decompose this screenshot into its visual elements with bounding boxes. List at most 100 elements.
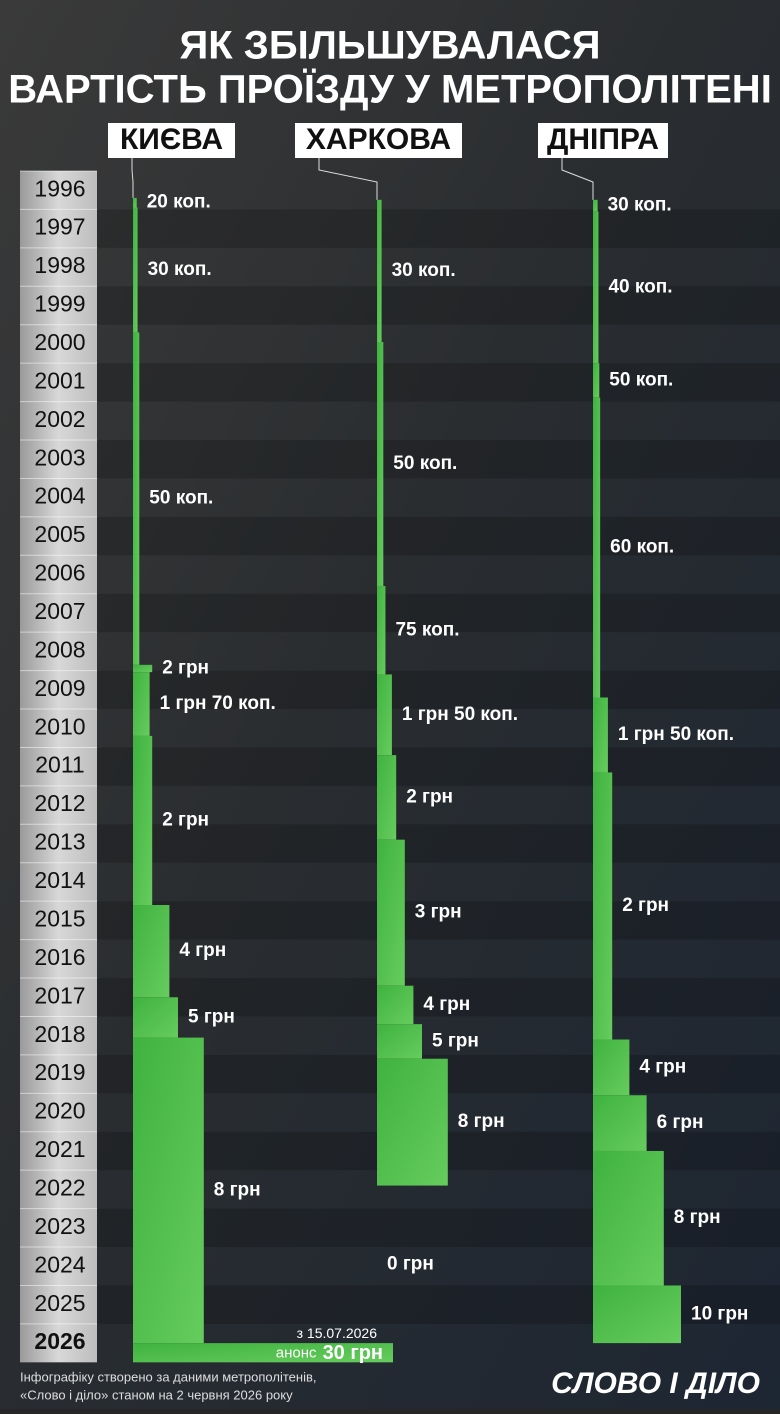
fare-label: 40 коп.: [608, 276, 672, 297]
row-stripe: [97, 363, 780, 402]
fare-label: 20 коп.: [147, 192, 211, 213]
year-column: [20, 171, 97, 1363]
fare-bar: [593, 1150, 664, 1286]
fare-bar: [593, 199, 598, 212]
year-label: 2011: [35, 752, 84, 778]
row-stripe: [97, 593, 780, 633]
fare-label: 3 грн: [415, 902, 462, 923]
year-label: 2023: [34, 1213, 85, 1239]
year-label: 2019: [34, 1059, 85, 1085]
year-label: 2008: [34, 636, 85, 662]
year-label: 1997: [34, 214, 85, 240]
fare-bar: [133, 207, 138, 333]
fare-label: 8 грн: [458, 1111, 505, 1132]
year-label: 2021: [34, 1136, 85, 1162]
year-label: 1999: [34, 291, 85, 317]
year-label: 2020: [34, 1098, 85, 1124]
year-label: 2018: [34, 1021, 85, 1047]
fare-label: 30 коп.: [148, 259, 212, 280]
fare-bar: [377, 755, 397, 840]
year-label: 1996: [34, 175, 85, 201]
year-label: 2003: [34, 444, 85, 470]
fare-bar: [377, 839, 405, 986]
fare-label: 6 грн: [657, 1112, 704, 1133]
fare-label: 60 коп.: [610, 537, 674, 558]
connector: [318, 158, 378, 200]
fare-bar: [593, 363, 600, 398]
fare-bar: [133, 197, 137, 208]
fare-label: 4 грн: [179, 940, 226, 961]
year-label: 2017: [34, 982, 85, 1008]
fare-bar: [377, 199, 382, 343]
fare-bar: [377, 674, 392, 756]
title-line: ЯК ЗБІЛЬШУВАЛАСЯ: [180, 24, 601, 68]
fare-label: 2 грн: [622, 895, 669, 916]
fare-label: 50 коп.: [393, 453, 457, 474]
row-stripe: [97, 1208, 780, 1248]
fare-bar: [377, 1058, 448, 1186]
fare-label: 0 грн: [387, 1253, 434, 1274]
city-column: ДНІПРА 30 коп. 40 коп. 50 коп. 60 коп. 1 грн …: [538, 123, 748, 1344]
fare-bar: [133, 332, 140, 665]
row-stripe: [97, 286, 780, 325]
fare-label: 2 грн: [406, 786, 453, 807]
fare-bar: [133, 997, 178, 1038]
year-label: 1998: [34, 252, 85, 278]
row-stripe: [97, 209, 780, 248]
year-label: 2001: [34, 367, 85, 393]
fare-bar: [377, 1024, 422, 1059]
year-label: 2006: [34, 560, 85, 586]
row-stripe: [97, 440, 780, 479]
year-label: 2012: [34, 790, 85, 816]
fare-bar: [133, 735, 153, 906]
year-label: 2015: [34, 905, 85, 931]
fare-label: 50 коп.: [149, 488, 213, 509]
fare-bar: [593, 1039, 630, 1096]
row-stripe: [97, 824, 780, 863]
fare-label: 2 грн: [162, 657, 209, 678]
year-label: 2016: [34, 944, 85, 970]
year-label: 2014: [34, 867, 85, 893]
fare-label: 1 грн 70 коп.: [160, 693, 276, 714]
fare-label: 2 грн: [162, 809, 209, 830]
city-header-box: [108, 123, 235, 158]
year-label: 2010: [34, 713, 85, 739]
fare-bar: [593, 397, 601, 698]
connector: [131, 158, 134, 198]
row-stripe: [97, 516, 780, 556]
announcement-label: 30 грн: [323, 1342, 383, 1364]
fare-bar: [133, 905, 170, 998]
fare-label: 1 грн 50 коп.: [402, 704, 518, 725]
fare-bar: [593, 1285, 681, 1344]
fare-bar: [593, 772, 613, 1040]
fare-label: 1 грн 50 коп.: [618, 724, 734, 745]
year-label: 2026: [34, 1328, 85, 1354]
fare-label: 75 коп.: [395, 619, 459, 640]
connector: [561, 158, 594, 200]
cities: КИЄВА 20 коп. 30 коп. 50 коп. 2 грн 1 грн 70 …: [108, 123, 748, 1364]
city-header: ДНІПРА: [547, 123, 659, 156]
announcement-prefix: анонс: [276, 1345, 317, 1362]
year-label: 2024: [34, 1251, 85, 1277]
year-label: 2000: [34, 329, 85, 355]
year-label: 2013: [34, 829, 85, 855]
title-line: ВАРТІСТЬ ПРОЇЗДУ У МЕТРОПОЛІТЕНІ: [8, 68, 772, 112]
year-label: 2005: [34, 521, 85, 547]
city-header-box: [295, 123, 462, 158]
year-label: 2004: [34, 483, 85, 509]
year-label: 2022: [34, 1174, 85, 1200]
year-label: 2025: [34, 1290, 85, 1316]
announcement-bar: [133, 1343, 393, 1363]
fare-label: 5 грн: [432, 1030, 479, 1051]
logo: СЛОВО І ДІЛО: [551, 1367, 760, 1400]
city-column: ХАРКОВА 30 коп. 50 коп. 75 коп. 1 грн 50 коп…: [295, 123, 527, 1274]
fare-bar: [133, 672, 150, 736]
city-header: КИЄВА: [120, 123, 223, 156]
year-label: 2002: [34, 406, 85, 432]
fare-label: 30 коп.: [392, 260, 456, 281]
fare-label: 30 коп.: [608, 195, 672, 216]
announcement-note: з 15.07.2026: [297, 1325, 378, 1341]
footer: Інфографіку створено за даними метрополі…: [20, 1367, 760, 1403]
fare-bar: [377, 586, 386, 675]
